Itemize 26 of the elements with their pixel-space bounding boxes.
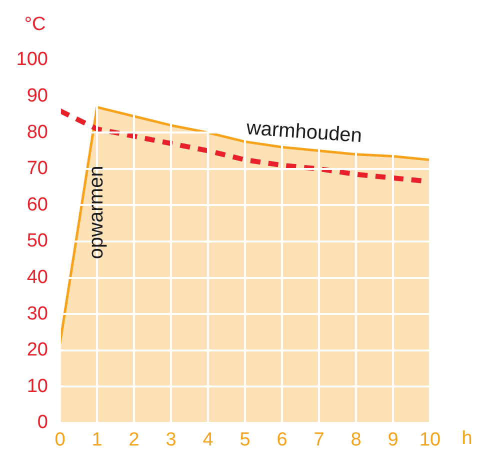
y-tick-label: 10 <box>26 376 48 397</box>
x-tick-label: 2 <box>128 430 140 451</box>
y-tick-label: 70 <box>26 158 48 180</box>
y-tick-label: 30 <box>26 303 48 324</box>
x-tick-label: 4 <box>202 430 214 451</box>
x-tick-label: 3 <box>166 430 176 451</box>
x-tick-label: 1 <box>92 430 102 451</box>
y-tick-label: 50 <box>26 230 48 252</box>
annotation: warmhouden <box>244 117 363 148</box>
x-tick-label: 6 <box>276 430 288 451</box>
y-tick-label: 0 <box>37 412 48 434</box>
x-tick-label: 10 <box>419 430 441 451</box>
x-axis-title: h <box>462 428 472 450</box>
y-tick-label: 20 <box>26 340 48 361</box>
x-tick-label: 7 <box>314 430 324 451</box>
y-axis-title: °C <box>24 14 46 36</box>
x-tick-label: 0 <box>54 430 66 451</box>
x-tick-label: 5 <box>240 430 250 451</box>
y-tick-label: 80 <box>26 122 48 143</box>
y-tick-label: 90 <box>26 86 48 107</box>
x-tick-label: 8 <box>350 430 362 451</box>
y-tick-label: 60 <box>26 194 48 216</box>
x-tick-label: 9 <box>388 430 398 451</box>
y-tick-label: 40 <box>26 267 48 288</box>
y-tick-label: 100 <box>16 49 48 70</box>
annotation: opwarmen <box>86 166 108 260</box>
